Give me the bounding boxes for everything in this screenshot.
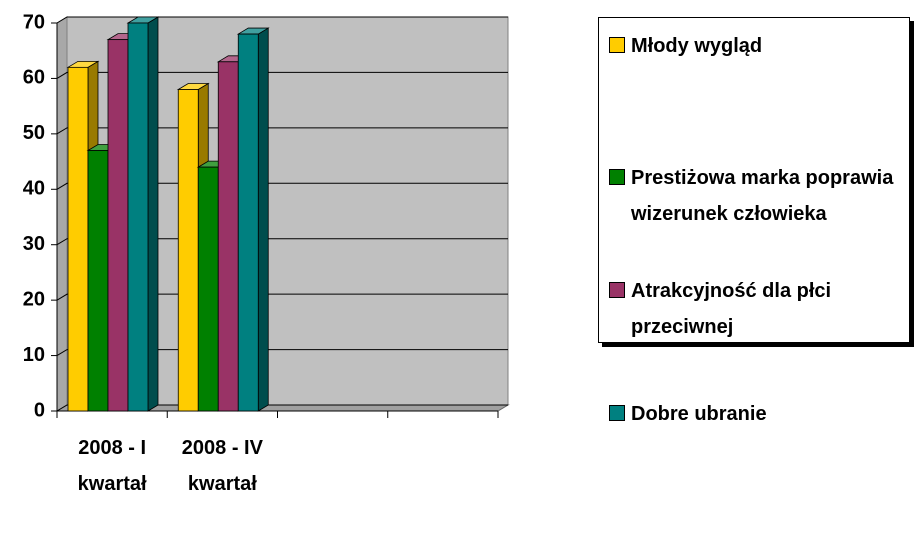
legend-label: Młody wygląd xyxy=(631,35,763,57)
bar xyxy=(67,66,89,412)
legend-swatch xyxy=(609,37,625,53)
legend-item: Dobre ubranie xyxy=(609,396,901,432)
x-tick-label: 2008 - I kwartał xyxy=(77,437,147,495)
grid-line xyxy=(56,404,508,412)
bar-3d xyxy=(236,27,270,412)
bar xyxy=(197,166,219,412)
grid-line xyxy=(56,71,508,79)
legend-swatch xyxy=(609,405,625,421)
side-wall xyxy=(56,16,68,412)
legend-label: Dobre ubranie xyxy=(631,403,767,425)
legend-item: Prestiżowa marka poprawia wizerunek czło… xyxy=(609,160,901,232)
bar xyxy=(127,22,149,412)
legend-item: Atrakcyjność dla płci przeciwnej xyxy=(609,273,901,345)
bar xyxy=(177,89,199,412)
bar xyxy=(217,61,239,412)
bar-side xyxy=(257,27,269,412)
legend: Młody wygląd Prestiżowa marka poprawia wi… xyxy=(598,17,910,425)
y-tick-label: 20 xyxy=(23,288,45,310)
legend-label: Prestiżowa marka poprawia wizerunek czło… xyxy=(631,167,894,225)
y-tick-label: 10 xyxy=(23,344,45,366)
x-tick-label: 2008 - IV kwartał xyxy=(181,437,263,495)
bar-3d xyxy=(126,16,160,412)
legend-swatch xyxy=(609,282,625,298)
grid-line xyxy=(56,293,508,301)
bar xyxy=(87,150,109,412)
y-tick-label: 30 xyxy=(23,233,45,255)
legend-swatch xyxy=(609,169,625,185)
y-tick-label: 40 xyxy=(23,178,45,200)
bar-side xyxy=(147,16,159,412)
bar xyxy=(107,39,129,412)
legend-item: Młody wygląd xyxy=(609,28,901,64)
y-tick-label: 50 xyxy=(23,122,45,144)
y-tick-label: 0 xyxy=(34,399,45,421)
legend-label: Atrakcyjność dla płci przeciwnej xyxy=(631,280,832,338)
grid-line xyxy=(56,238,508,246)
y-tick-label: 70 xyxy=(23,11,45,33)
grid-line xyxy=(56,16,508,24)
bar xyxy=(237,33,259,412)
grid-line xyxy=(56,127,508,135)
grid-line xyxy=(56,182,508,190)
grid-line xyxy=(56,349,508,357)
y-tick-label: 60 xyxy=(23,67,45,89)
